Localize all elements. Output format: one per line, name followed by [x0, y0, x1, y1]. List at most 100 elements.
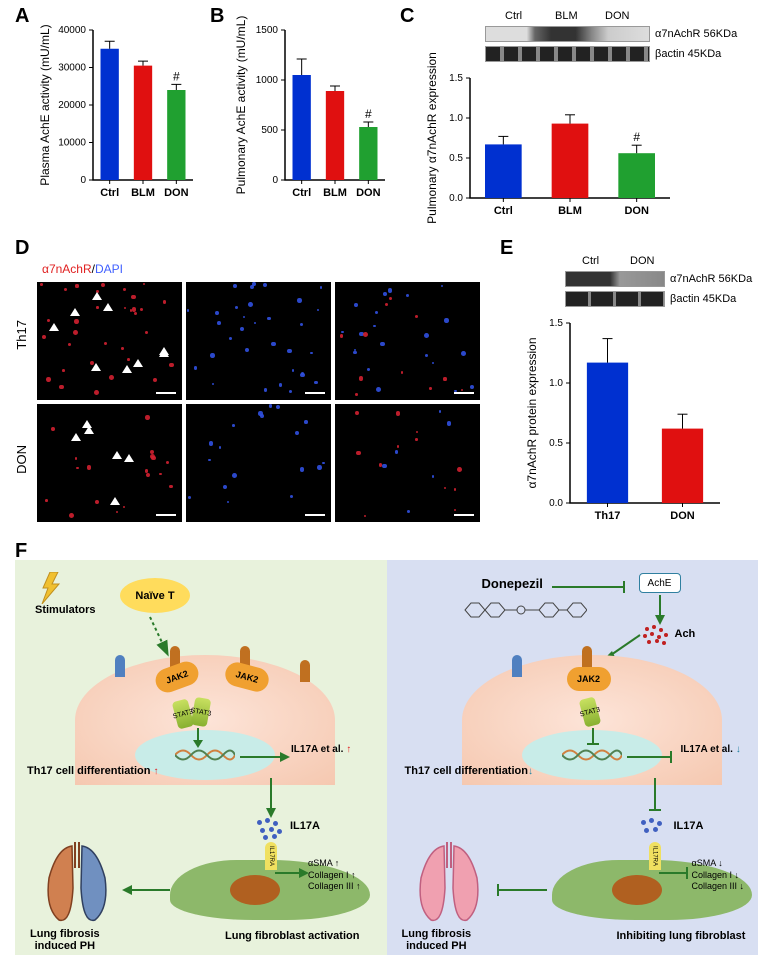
label-A: A: [15, 5, 29, 28]
svg-text:20000: 20000: [58, 100, 86, 111]
blot-e-r1-label: α7nAchR 56KDa: [670, 273, 752, 285]
il17a-etal-left: IL17A et al. ↑: [291, 744, 351, 755]
inhibit-ache: [552, 580, 632, 594]
a7-left-3: [300, 660, 310, 682]
svg-text:1.0: 1.0: [549, 378, 563, 389]
arrow-fibro-lung-left: [120, 883, 170, 897]
ach-dots: [642, 625, 670, 645]
fibro-items-left: αSMA ↑ Collagen I ↑ Collagen III ↑: [308, 858, 361, 893]
blot-c-r1: [485, 26, 650, 42]
chart-C: Ctrl BLM DON α7nAchR 56KDa βactin 45KDa …: [420, 10, 760, 220]
th17-diff-right: Th17 cell differentiation↓: [405, 765, 533, 777]
svg-text:0.5: 0.5: [549, 438, 563, 449]
il17a-dots-left: [255, 818, 285, 840]
ph-title-left: Lung fibrosis induced PH: [30, 928, 100, 952]
fluor-cell: [37, 404, 182, 522]
svg-text:Pulmonary AchE activity (mU/mL: Pulmonary AchE activity (mU/mL): [234, 16, 248, 195]
svg-text:DON: DON: [356, 187, 381, 199]
fibro-title-left: Lung fibroblast activation: [225, 930, 359, 942]
inhibit-down-right: [647, 778, 663, 816]
svg-text:Th17: Th17: [595, 510, 621, 522]
svg-text:1000: 1000: [256, 75, 279, 86]
fluor-legend: α7nAchR/DAPI: [42, 262, 123, 276]
il6r-right: [512, 655, 522, 677]
stimulator-icon: [40, 572, 62, 604]
blot-c-h3: DON: [605, 10, 629, 22]
ache-box: AchE: [639, 573, 681, 593]
fluor-cell: [37, 282, 182, 400]
a7-right: [582, 646, 592, 668]
il17a-label-right: IL17A: [674, 820, 704, 832]
dna-right: [562, 746, 622, 764]
il17a-dots-right: [639, 818, 669, 840]
panel-D: α7nAchR/DAPI Th17 DON: [32, 260, 487, 525]
svg-text:0.5: 0.5: [449, 153, 463, 164]
svg-text:0: 0: [272, 175, 278, 186]
ach-label: Ach: [675, 628, 696, 640]
svg-text:0: 0: [80, 175, 86, 186]
inhibit-nuc-il17-right: [627, 750, 677, 764]
inhibit-fibro-lung-right: [492, 883, 547, 897]
fluor-row2: DON: [14, 445, 29, 474]
svg-text:Ctrl: Ctrl: [494, 205, 513, 217]
chart-B: 0 500 1000 1500 Pulmonary AchE activity (mU/…: [230, 15, 395, 205]
svg-text:BLM: BLM: [558, 205, 582, 217]
blot-e-r1: [565, 271, 665, 287]
il17a-etal-right: IL17A et al. ↓: [681, 744, 741, 755]
blot-e-r2: [565, 291, 665, 307]
blot-e-r2-label: βactin 45KDa: [670, 293, 736, 305]
dna-left: [175, 746, 235, 764]
arrow-nuc-il17-left: [240, 750, 290, 764]
arrow-il17ra-fibro-left: [275, 866, 309, 880]
label-C: C: [400, 5, 414, 28]
svg-text:DON: DON: [624, 205, 649, 217]
th17-diff-left: Th17 cell differentiation ↑: [27, 765, 159, 777]
svg-text:DON: DON: [164, 187, 189, 199]
chart-E: Ctrl DON α7nAchR 56KDa βactin 45KDa 0.00…: [520, 255, 755, 530]
blot-e-h2: DON: [630, 255, 654, 267]
lung-right: [409, 838, 489, 928]
arrow-don-ach: [652, 595, 668, 625]
label-E: E: [500, 237, 513, 260]
blot-c-r2-label: βactin 45KDa: [655, 48, 721, 60]
svg-text:BLM: BLM: [323, 187, 347, 199]
inhibit-il17ra-fibro-right: [659, 866, 693, 880]
stimulators-label: Stimulators: [35, 604, 96, 616]
svg-text:Ctrl: Ctrl: [100, 187, 119, 199]
il6r-left: [115, 655, 125, 677]
donepezil-label: Donepezil: [482, 576, 543, 591]
svg-text:500: 500: [261, 125, 278, 136]
fibro-title-right: Inhibiting lung fibroblast: [617, 930, 746, 942]
svg-text:Ctrl: Ctrl: [292, 187, 311, 199]
svg-text:#: #: [173, 69, 180, 83]
jak2-right: JAK2: [567, 667, 611, 691]
svg-text:1.5: 1.5: [449, 73, 463, 84]
blot-c-h1: Ctrl: [505, 10, 522, 22]
label-D: D: [15, 237, 29, 260]
svg-text:Pulmonary α7nAchR expression: Pulmonary α7nAchR expression: [425, 52, 439, 224]
svg-text:#: #: [365, 107, 372, 121]
fluor-cell: [186, 404, 331, 522]
svg-text:30000: 30000: [58, 63, 86, 74]
il17a-label-left: IL17A: [290, 820, 320, 832]
fibro-items-right: αSMA ↓ Collagen I ↓ Collagen III ↓: [692, 858, 745, 893]
fluor-cell: [335, 404, 480, 522]
fluor-cell: [335, 282, 480, 400]
naive-t: Naïve T: [120, 578, 190, 613]
ph-title-right: Lung fibrosis induced PH: [402, 928, 472, 952]
panel-f-right: Donepezil AchE Ach: [387, 560, 759, 955]
blot-c-r2: [485, 46, 650, 62]
fluor-row1: Th17: [14, 320, 29, 350]
panel-F: Stimulators Naïve T JAK2 JAK2 STAT3 STAT…: [15, 560, 758, 955]
svg-text:1500: 1500: [256, 25, 279, 36]
donepezil-structure: [457, 595, 587, 633]
svg-text:#: #: [633, 130, 640, 144]
inhibit-stat-nuc-right: [585, 728, 601, 748]
blot-c-r1-label: α7nAchR 56KDa: [655, 28, 737, 40]
fluor-cell: [186, 282, 331, 400]
svg-text:α7nAchR protein expression: α7nAchR protein expression: [525, 337, 539, 488]
svg-text:Plasma AchE activity (mU/mL): Plasma AchE activity (mU/mL): [38, 24, 52, 185]
svg-text:0.0: 0.0: [549, 498, 563, 509]
svg-text:1.0: 1.0: [449, 113, 463, 124]
svg-text:40000: 40000: [58, 25, 86, 36]
